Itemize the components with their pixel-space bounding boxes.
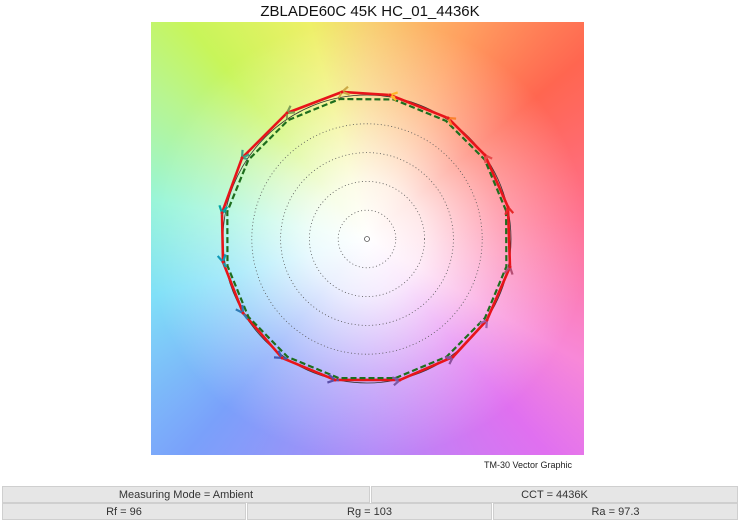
grid-ring — [251, 123, 483, 355]
rg-cell: Rg = 103 — [247, 503, 492, 520]
chart-caption: TM-30 Vector Graphic — [484, 460, 573, 470]
tm30-vector-graphic — [216, 85, 515, 387]
test-point-8 — [220, 211, 224, 215]
test-point-16 — [508, 265, 512, 269]
test-point-9 — [221, 260, 225, 264]
test-point-15 — [485, 318, 489, 322]
grid-ring — [280, 152, 454, 326]
reference-polygon — [226, 97, 508, 380]
test-point-11 — [280, 356, 284, 360]
test-point-7 — [240, 156, 244, 160]
cct-cell: CCT = 4436K — [371, 486, 738, 503]
rf-cell: Rf = 96 — [2, 503, 246, 520]
test-point-2 — [483, 153, 487, 157]
grid-ring — [337, 209, 397, 269]
center-marker — [364, 236, 370, 242]
measuring-mode-cell: Measuring Mode = Ambient — [2, 486, 370, 503]
grid-ring — [308, 180, 425, 297]
arrowhead-13 — [391, 376, 403, 387]
test-point-10 — [241, 311, 245, 315]
test-point-13 — [398, 378, 402, 382]
test-point-1 — [506, 205, 510, 209]
chart-title: ZBLADE60C 45K HC_01_4436K — [260, 3, 480, 20]
test-point-12 — [333, 378, 337, 382]
test-point-3 — [446, 116, 450, 120]
test-point-14 — [451, 355, 455, 359]
test-point-5 — [340, 90, 344, 94]
test-point-4 — [388, 93, 392, 97]
test-point-6 — [285, 111, 289, 115]
arrowhead-5 — [339, 85, 350, 96]
ra-cell: Ra = 97.3 — [493, 503, 738, 520]
